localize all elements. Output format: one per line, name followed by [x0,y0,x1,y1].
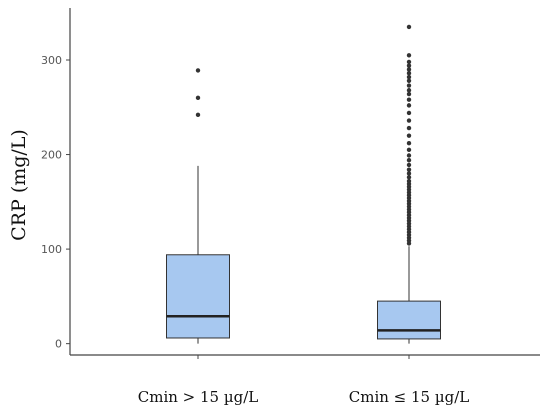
outlier-point [406,78,412,84]
y-tick-label: 300 [41,54,62,67]
outlier-point [195,68,201,73]
outlier-point [406,167,412,172]
y-tick-label: 200 [41,149,62,162]
outlier-point [406,53,412,58]
outlier-point [406,63,412,68]
outlier-point [195,95,201,101]
x-category-labels: Cmin > 15 µg/L Cmin ≤ 15 µg/L [138,355,470,406]
outlier-point [406,171,412,176]
box-group [377,24,441,344]
boxes [166,24,441,344]
outlier-point [406,118,412,123]
outlier-point [406,71,412,76]
outlier-point [406,147,412,153]
y-ticks: 0 100 200 300 [41,54,70,351]
y-tick-label: 0 [55,338,62,351]
outlier-point [406,59,412,65]
outlier-point [406,103,412,108]
outlier-point [406,24,412,30]
axes [69,8,540,356]
outlier-point [406,133,412,138]
y-tick-label: 100 [41,243,62,256]
box-iqr [377,300,441,340]
outlier-point [195,112,201,118]
outlier-point [406,175,412,180]
outlier-point [406,125,412,131]
outlier-point [406,153,412,158]
outlier-point [406,88,412,93]
x-category-label: Cmin > 15 µg/L [138,388,259,406]
outlier-point [406,162,412,168]
outlier-point [406,141,412,146]
outlier-point [406,67,412,72]
outlier-point [406,83,412,88]
box-group [166,68,230,344]
outlier-point [406,97,412,102]
outlier-point [406,158,412,163]
x-category-label: Cmin ≤ 15 µg/L [349,388,470,406]
outlier-point [406,91,412,97]
box-iqr [166,254,230,339]
outlier-point [406,74,412,80]
outlier-point [406,110,412,116]
y-axis-label: CRP (mg/L) [8,129,30,241]
outlier-point [406,178,412,184]
